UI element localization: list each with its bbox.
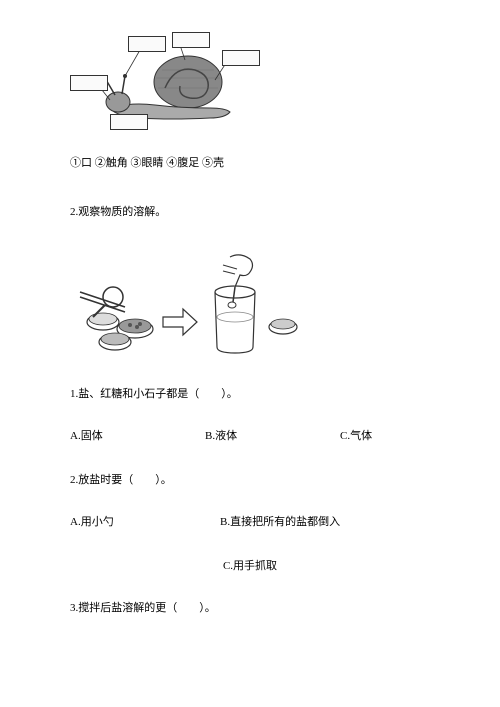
snail-diagram bbox=[80, 30, 260, 130]
label-box-1 bbox=[128, 36, 166, 52]
q1-option-b: B.液体 bbox=[205, 427, 340, 443]
label-box-5 bbox=[110, 114, 148, 130]
question-1: 1.盐、红糖和小石子都是（ ）。 bbox=[70, 385, 430, 401]
q2-option-a: A.用小勺 bbox=[70, 513, 220, 529]
q1-option-c: C.气体 bbox=[340, 427, 430, 443]
dissolve-experiment-image bbox=[75, 247, 305, 357]
label-box-3 bbox=[222, 50, 260, 66]
q2-option-c: C.用手抓取 bbox=[70, 557, 430, 573]
question-3: 3.搅拌后盐溶解的更（ ）。 bbox=[70, 599, 430, 615]
label-box-4 bbox=[70, 75, 108, 91]
section-2-title: 2.观察物质的溶解。 bbox=[70, 203, 430, 219]
question-2: 2.放盐时要（ ）。 bbox=[70, 471, 430, 487]
q1-options: A.固体 B.液体 C.气体 bbox=[70, 427, 430, 443]
label-box-2 bbox=[172, 32, 210, 48]
q2-options-row1: A.用小勺 B.直接把所有的盐都倒入 bbox=[70, 513, 430, 529]
snail-labels-text: ①口 ②触角 ③眼睛 ④腹足 ⑤壳 bbox=[70, 155, 430, 173]
q2-option-b: B.直接把所有的盐都倒入 bbox=[220, 513, 340, 529]
q1-option-a: A.固体 bbox=[70, 427, 205, 443]
